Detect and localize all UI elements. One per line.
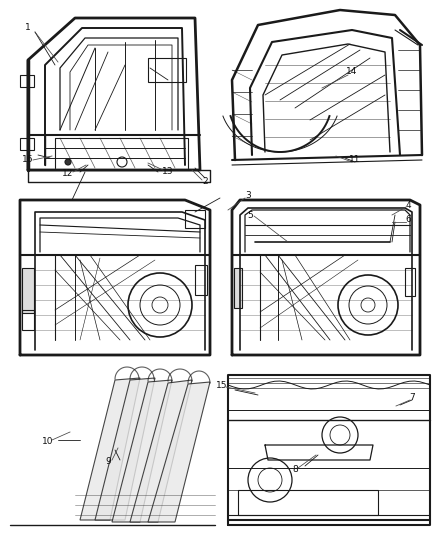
Text: 16: 16 bbox=[22, 156, 34, 165]
Text: 8: 8 bbox=[292, 465, 298, 474]
Bar bbox=[238, 490, 378, 515]
Text: 3: 3 bbox=[245, 191, 251, 200]
Bar bbox=[148, 58, 186, 82]
Text: 9: 9 bbox=[105, 457, 111, 466]
Polygon shape bbox=[148, 382, 210, 522]
Polygon shape bbox=[95, 378, 155, 520]
Text: 5: 5 bbox=[247, 211, 253, 220]
Text: 13: 13 bbox=[162, 167, 174, 176]
Text: 12: 12 bbox=[62, 169, 74, 179]
Bar bbox=[22, 268, 34, 313]
Text: 1: 1 bbox=[25, 23, 31, 33]
Bar bbox=[234, 268, 242, 308]
Text: 4: 4 bbox=[405, 200, 411, 209]
Text: 14: 14 bbox=[346, 68, 358, 77]
Bar bbox=[195, 265, 207, 295]
Text: 15: 15 bbox=[216, 381, 228, 390]
Text: 6: 6 bbox=[405, 215, 411, 224]
Bar bbox=[405, 268, 415, 296]
Polygon shape bbox=[80, 378, 140, 520]
Circle shape bbox=[65, 159, 71, 165]
Text: 2: 2 bbox=[202, 177, 208, 187]
Bar bbox=[20, 75, 34, 87]
Bar bbox=[22, 310, 34, 330]
Bar bbox=[20, 138, 34, 150]
Text: 7: 7 bbox=[409, 393, 415, 402]
Polygon shape bbox=[112, 380, 172, 522]
Polygon shape bbox=[130, 380, 192, 522]
Text: 10: 10 bbox=[42, 438, 54, 447]
Text: 11: 11 bbox=[349, 156, 361, 165]
Bar bbox=[185, 210, 205, 228]
